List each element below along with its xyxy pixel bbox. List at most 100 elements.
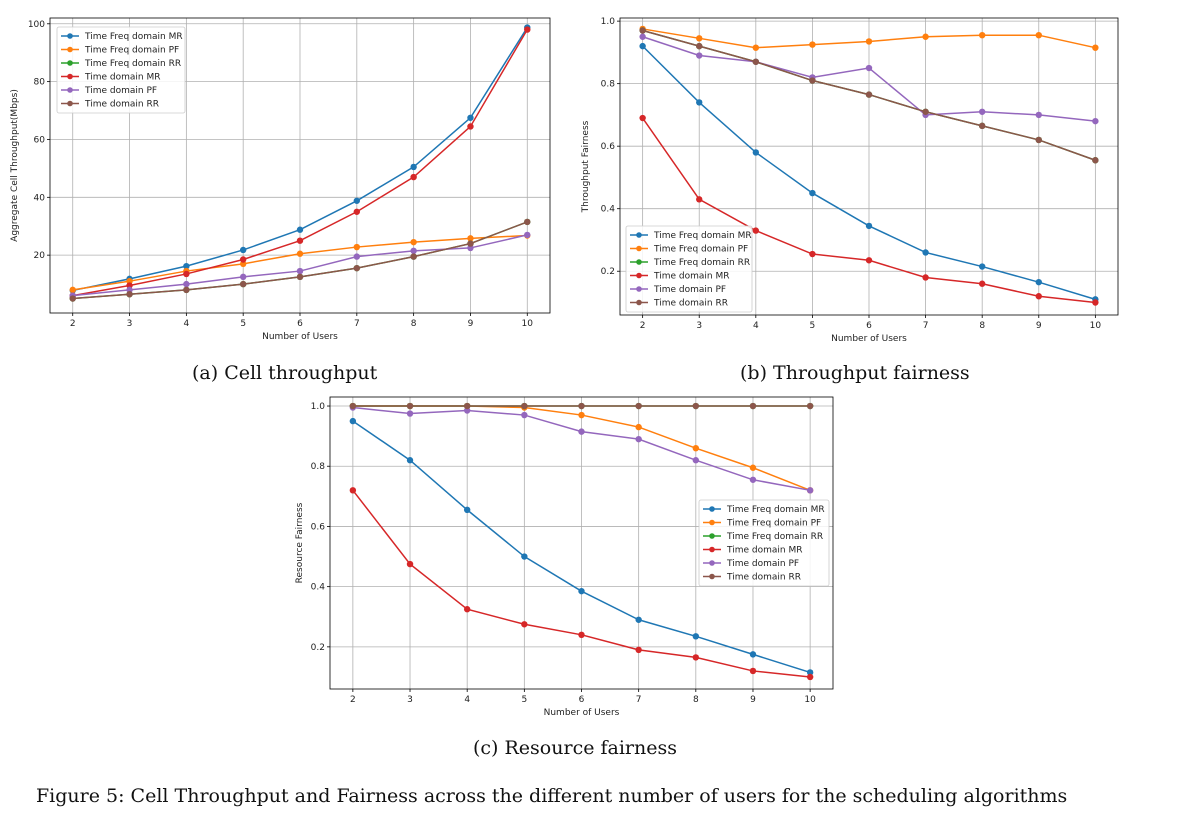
x-tick-label: 8 [411,319,417,329]
y-tick-label: 0.2 [601,267,615,277]
data-point [978,280,986,287]
series-0 [639,42,1099,303]
y-tick-label: 0.8 [311,462,326,472]
data-point [806,487,814,494]
data-point [696,42,703,50]
legend-swatch-marker [67,87,73,93]
legend-entry: Time domain RR [653,299,728,309]
x-tick-label: 7 [636,695,642,705]
data-point [69,286,76,294]
data-point [692,402,700,410]
data-point [410,163,417,171]
legend-swatch-marker [636,286,642,292]
data-point [635,423,642,431]
data-point [752,58,760,65]
data-point [809,77,816,84]
data-point [635,616,642,623]
legend-entry: Time Freq domain PF [84,46,179,56]
caption-b: (b) Throughput fairness [740,362,970,384]
data-point [353,264,361,272]
legend-entry: Time Freq domain MR [653,231,752,241]
data-point [467,123,474,130]
y-tick-label: 0.4 [311,583,326,593]
legend-swatch-marker [636,245,642,252]
series-3 [349,487,814,681]
data-point [639,42,646,50]
x-tick-label: 7 [354,319,360,329]
legend-entry: Time domain RR [726,573,801,583]
series-4 [349,404,814,494]
data-point [467,240,474,247]
caption-a: (a) Cell throughput [192,362,378,384]
data-point [410,173,417,181]
data-point [1092,299,1099,306]
data-point [521,553,528,560]
data-point [463,606,471,613]
x-tick-label: 2 [640,321,646,331]
data-point [463,402,471,410]
chart-1: 2 3 4 5 6 7 8 9 10 0.2 0.4 0.6 0.8 1.0 Number of Users… [581,17,1119,344]
chart-2: 2 3 4 5 6 7 8 9 10 0.2 0.4 0.6 0.8 1.0 Number of Users… [295,396,834,718]
data-point [639,114,646,122]
x-tick-label: 9 [750,695,756,705]
data-point [922,249,929,256]
series-5 [69,218,531,302]
data-point [635,646,642,654]
data-point [749,402,757,410]
data-point [467,235,474,242]
legend-swatch-marker [67,100,73,107]
data-point [239,273,247,281]
data-point [1035,111,1042,119]
legend-entry: Time Freq domain RR [726,532,823,542]
x-axis-label: Number of Users [262,332,338,342]
legend-swatch-marker [636,232,642,238]
legend-box [625,225,753,313]
data-point [696,35,703,42]
data-point [696,99,703,106]
series-5 [639,27,1099,164]
data-point [978,263,986,270]
data-point [1035,293,1042,300]
data-point [1035,278,1042,286]
y-tick-label: 0.4 [601,205,616,215]
data-point [578,587,585,595]
y-tick-label: 0.6 [311,522,326,532]
x-tick-label: 9 [468,319,474,329]
y-tick-label: 0.8 [601,80,616,90]
x-tick-label: 8 [979,321,985,331]
y-tick-label: 80 [34,78,46,88]
x-tick-label: 2 [350,695,356,705]
legend-entry: Time Freq domain PF [653,245,748,255]
data-point [692,654,700,661]
data-point [692,457,700,464]
data-point [521,411,528,419]
legend-swatch-marker [67,46,73,53]
legend: Time Freq domain MR Time Freq domain PF Ti… [625,225,753,313]
legend-entry: Time domain MR [653,272,729,282]
data-point [639,33,646,40]
data-point [524,26,531,33]
data-point [1092,157,1099,164]
legend-entry: Time Freq domain MR [726,505,825,515]
data-point [749,667,757,675]
data-point [865,257,873,264]
data-point [809,189,816,197]
y-tick-label: 0.2 [311,643,325,653]
y-tick-label: 0.6 [601,142,616,152]
caption-c: (c) Resource fairness [473,737,677,759]
x-tick-label: 10 [1090,321,1102,331]
data-point [406,457,414,464]
data-point [978,108,986,115]
x-tick-label: 9 [1036,321,1042,331]
data-point [183,270,190,278]
data-point [410,253,417,260]
x-tick-label: 10 [804,695,816,705]
series-3 [69,26,531,299]
x-tick-label: 2 [70,319,76,329]
data-point [406,560,414,568]
data-point [865,222,873,230]
data-point [806,402,814,410]
x-tick-label: 6 [297,319,303,329]
data-point [349,487,357,494]
